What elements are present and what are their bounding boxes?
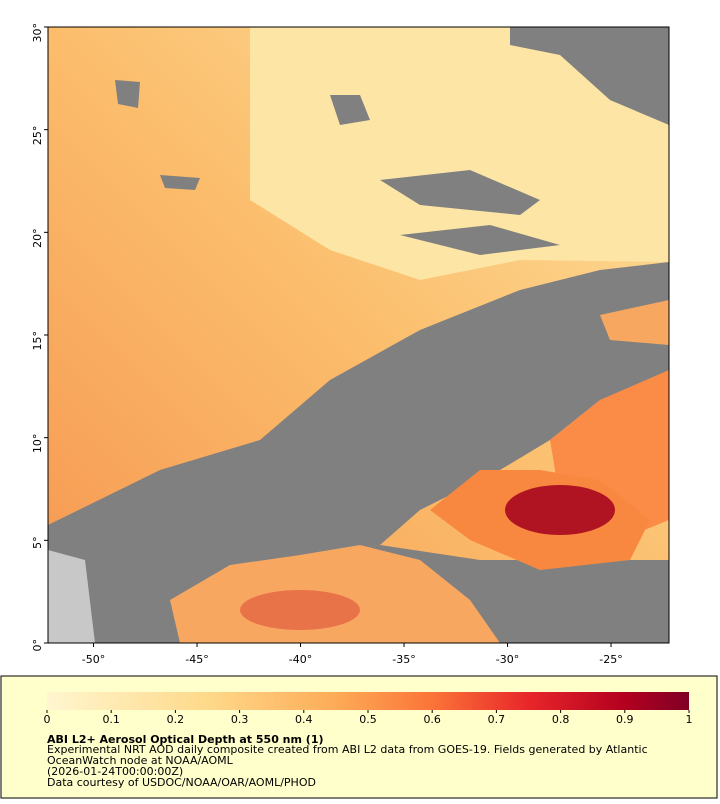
caption-title: ABI L2+ Aerosol Optical Depth at 550 nm … bbox=[47, 733, 324, 746]
colorbar-tick-label: 0.5 bbox=[359, 713, 377, 726]
colorbar-tick-label: 0.9 bbox=[616, 713, 634, 726]
lat-tick-label: 20° bbox=[31, 228, 44, 248]
lon-tick-label: -45° bbox=[185, 653, 208, 666]
colorbar-tick-label: 0 bbox=[44, 713, 51, 726]
colorbar bbox=[47, 692, 689, 710]
lat-tick-label: 15° bbox=[31, 331, 44, 351]
lat-tick-label: 30° bbox=[31, 23, 44, 43]
colorbar-tick-label: 1 bbox=[686, 713, 693, 726]
lon-tick-label: -50° bbox=[82, 653, 105, 666]
lat-tick-label: 5° bbox=[31, 536, 44, 549]
colorbar-tick-label: 0.7 bbox=[488, 713, 506, 726]
colorbar-tick-label: 0.6 bbox=[423, 713, 441, 726]
lat-tick-label: 10° bbox=[31, 434, 44, 454]
lon-tick-label: -25° bbox=[599, 653, 622, 666]
caption-line: Experimental NRT AOD daily composite cre… bbox=[47, 743, 648, 756]
lon-tick-label: -40° bbox=[289, 653, 312, 666]
colorbar-tick-label: 0.2 bbox=[167, 713, 185, 726]
caption-line: (2026-01-24T00:00:00Z) bbox=[47, 765, 183, 778]
colorbar-tick-label: 0.4 bbox=[295, 713, 313, 726]
lon-tick-label: -30° bbox=[496, 653, 519, 666]
colorbar-tick-label: 0.3 bbox=[231, 713, 249, 726]
caption-line: Data courtesy of USDOC/NOAA/OAR/AOML/PHO… bbox=[47, 776, 316, 789]
lat-tick-label: 25° bbox=[31, 126, 44, 146]
colorbar-tick-label: 0.8 bbox=[552, 713, 570, 726]
lon-tick-label: -35° bbox=[392, 653, 415, 666]
caption-line: OceanWatch node at NOAA/AOML bbox=[47, 754, 234, 767]
colorbar-tick-label: 0.1 bbox=[102, 713, 120, 726]
lat-tick-label: 0° bbox=[31, 639, 44, 652]
map bbox=[48, 27, 669, 643]
